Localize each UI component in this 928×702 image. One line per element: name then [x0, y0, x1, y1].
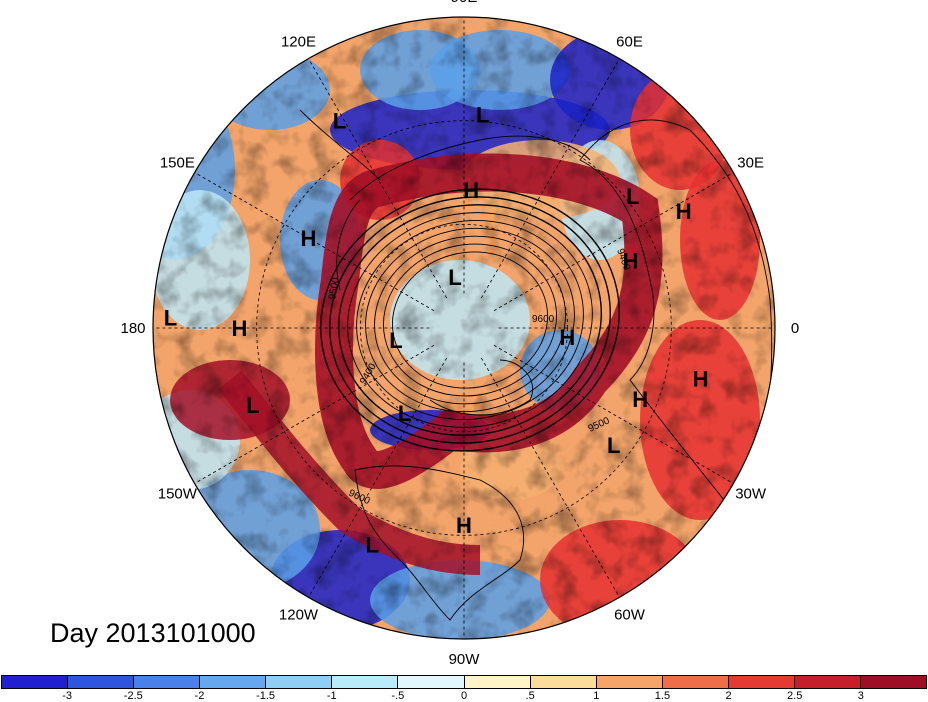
- longitude-label: 60E: [616, 33, 643, 50]
- contour-label: 9600: [532, 314, 555, 325]
- high-pressure-marker: H: [676, 199, 692, 224]
- height-contour: [365, 227, 575, 413]
- height-contour: [320, 188, 620, 452]
- coastline: [299, 109, 381, 181]
- colorbar-segment: [332, 676, 399, 688]
- meridian-line: [493, 172, 734, 312]
- longitude-label: 0: [791, 320, 799, 337]
- high-pressure-marker: H: [463, 178, 479, 203]
- height-contour: [338, 204, 602, 436]
- longitude-label: 30E: [737, 155, 764, 172]
- coastline: [336, 199, 361, 291]
- meridian-line: [194, 172, 435, 312]
- colorbar-segment: [596, 676, 663, 688]
- colorbar-tick-label: 2: [725, 690, 732, 702]
- low-pressure-marker: L: [476, 103, 489, 128]
- longitude-labels: 90E 60E 30E 0 30W 60W 90W 120W 150W 180 150E 120E: [120, 0, 799, 668]
- low-pressure-marker: L: [389, 328, 402, 353]
- colorbar-tick-label: .5: [525, 690, 535, 702]
- meridian-line: [480, 58, 620, 299]
- colorbar-tick-label: -2: [194, 690, 205, 702]
- low-pressure-marker: L: [626, 184, 639, 209]
- meridian-line: [480, 357, 620, 598]
- latitude-circle: [359, 223, 569, 433]
- high-pressure-marker: H: [632, 387, 648, 412]
- coastline: [349, 135, 591, 201]
- colorbar-segment: [200, 676, 267, 688]
- colorbar-segment: [530, 676, 597, 688]
- day-title: Day 2013101000: [50, 618, 256, 648]
- longitude-label: 120W: [279, 607, 319, 624]
- height-contour: [347, 212, 593, 428]
- coastline: [429, 359, 534, 416]
- low-pressure-marker: L: [448, 265, 461, 290]
- colorbar-segment: [464, 676, 531, 688]
- colorbar-tick-label: -.5: [391, 690, 405, 702]
- colorbar-tick-label: -1.5: [256, 690, 276, 702]
- colorbar-segment: [662, 676, 729, 688]
- colorbar-tick-label: 1.5: [654, 690, 671, 702]
- contour-label: 9500: [327, 276, 342, 300]
- meridian-line: [308, 357, 448, 598]
- low-pressure-marker: L: [246, 393, 259, 418]
- low-pressure-marker: L: [164, 306, 177, 331]
- height-contour: [329, 196, 611, 444]
- high-pressure-marker: H: [456, 513, 472, 538]
- colorbar-tick-label: -1: [326, 690, 337, 702]
- longitude-label: 30W: [735, 486, 767, 503]
- height-contour: [383, 243, 557, 397]
- height-contour: [374, 235, 566, 405]
- longitude-label: 90W: [449, 651, 481, 668]
- high-pressure-marker: H: [623, 249, 639, 274]
- low-pressure-marker: L: [333, 109, 346, 134]
- colorbar-tick-label: 0: [460, 690, 468, 702]
- high-pressure-marker: H: [693, 366, 709, 391]
- height-contour: [391, 251, 549, 389]
- colorbar-segment: [2, 676, 69, 688]
- longitude-label: 150E: [160, 155, 195, 172]
- colorbar-segment: [794, 676, 862, 688]
- longitude-label: 60W: [614, 607, 646, 624]
- latitude-circle: [256, 120, 672, 536]
- low-pressure-marker: L: [607, 433, 620, 458]
- colorbar-labels: -3 -2.5 -2 -1.5 -1 -.5 0 .5 1 1.5 2 2.5 3: [1, 690, 927, 702]
- meridian-line: [194, 344, 435, 484]
- colorbar-tick-label: -3: [62, 690, 73, 702]
- low-pressure-marker: L: [398, 401, 411, 426]
- longitude-label: 120E: [281, 33, 316, 50]
- colorbar-tick-label: -2.5: [123, 690, 143, 702]
- longitude-label: 180: [120, 320, 145, 337]
- colorbar-segment: [398, 676, 465, 688]
- map-boundary: [152, 16, 776, 640]
- colorbar: [1, 675, 927, 689]
- high-pressure-marker: H: [231, 316, 247, 341]
- longitude-label: 150W: [158, 486, 198, 503]
- colorbar-tick-label: 2.5: [787, 690, 803, 702]
- low-pressure-marker: L: [365, 532, 378, 557]
- high-pressure-marker: H: [300, 226, 316, 251]
- colorbar-segment: [861, 676, 927, 688]
- meridian-line: [493, 344, 734, 484]
- colorbar-segment: [134, 676, 201, 688]
- colorbar-tick-label: 3: [857, 690, 864, 702]
- colorbar-segment: [728, 676, 795, 688]
- longitude-label: 90E: [451, 0, 478, 6]
- colorbar-tick-label: 1: [593, 690, 600, 702]
- colorbar-segment: [266, 676, 333, 688]
- height-contour: [356, 220, 584, 420]
- coastline: [354, 465, 524, 621]
- colorbar-segment: [68, 676, 135, 688]
- high-pressure-marker: H: [559, 325, 575, 350]
